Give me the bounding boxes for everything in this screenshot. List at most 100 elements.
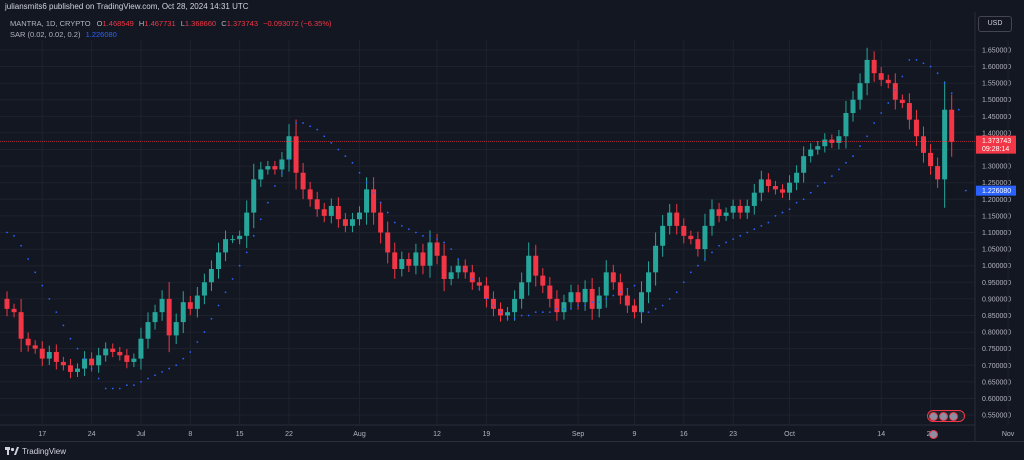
candle-body (279, 159, 285, 170)
sar-dot (767, 221, 770, 224)
candle-body (293, 136, 299, 173)
sar-dot (563, 307, 565, 310)
tradingview-logo[interactable]: TradingView (5, 447, 66, 456)
candle-body (96, 355, 102, 366)
sar-dot (13, 234, 15, 237)
sar-dot (62, 324, 65, 327)
sar-dot (520, 314, 523, 317)
candle-body (448, 272, 454, 279)
sar-dot (97, 377, 100, 380)
price-chart[interactable]: 1.650000 1.600000 1.550000 1.500000 1.450000… (0, 0, 1024, 441)
sar-dot (429, 234, 431, 237)
candle-body (265, 166, 271, 170)
candle-body (653, 245, 659, 273)
sar-dot (203, 331, 206, 333)
y-tick-label: 1.250000 (982, 180, 1011, 187)
candle-body (173, 322, 179, 336)
candle-body (371, 189, 377, 213)
footer: TradingView (0, 441, 1024, 460)
candle-body (4, 298, 10, 309)
candle-body (617, 282, 623, 296)
sar-dot (908, 59, 911, 61)
sar-dot (838, 168, 840, 171)
candle-body (434, 242, 440, 256)
y-tick-label: 0.950000 (982, 280, 1011, 287)
candle-body (131, 358, 137, 362)
sar-label[interactable]: SAR (0.02, 0.02, 0.2) (10, 30, 81, 39)
symbol-name[interactable]: MANTRA, 1D, CRYPTO (10, 19, 91, 28)
candle-body (624, 295, 630, 306)
candle-body (335, 205, 341, 220)
sar-dot (591, 301, 594, 304)
sar-dot (224, 291, 227, 294)
candle-body (82, 358, 88, 369)
candle-body (878, 73, 884, 80)
candle-body (75, 368, 80, 372)
sar-dot (640, 311, 643, 314)
sar-dot (118, 387, 121, 390)
sar-dot (689, 271, 692, 274)
sar-dot (358, 171, 361, 174)
sar-dot (922, 62, 925, 65)
candle-body (864, 59, 870, 84)
calendar-event-icon[interactable] (939, 411, 948, 421)
y-tick-label: 1.300000 (982, 164, 1011, 171)
candle-body (420, 252, 426, 266)
sar-dot (506, 317, 509, 320)
sar-dot (111, 387, 114, 390)
sar-price-badge (976, 185, 1016, 196)
candle-body (857, 83, 863, 100)
sar-dot (781, 211, 784, 214)
candle-body (138, 338, 144, 359)
sar-dot (725, 241, 727, 244)
calendar-event-icon[interactable] (929, 411, 938, 421)
sar-dot (513, 317, 516, 320)
events-badge[interactable] (927, 410, 965, 439)
sar-dot (386, 211, 389, 214)
y-tick-label: 0.750000 (982, 346, 1011, 353)
bar-countdown-label: 09:28:14 (982, 146, 1009, 153)
sar-dot (859, 145, 861, 148)
candle-body (730, 205, 736, 213)
candle-body (561, 302, 567, 313)
x-tick-label: Sep (572, 431, 585, 438)
sar-dot (34, 271, 37, 274)
sar-dot (675, 291, 678, 294)
sar-dot (407, 228, 410, 231)
sar-dot (541, 311, 544, 314)
sar-dot (570, 307, 572, 310)
candle-body (124, 355, 130, 362)
candle-body (159, 298, 165, 313)
candle-body (610, 272, 616, 283)
sar-dot (457, 258, 460, 260)
calendar-event-icon[interactable] (929, 429, 938, 439)
sar-dot (309, 125, 312, 128)
candle-body (385, 232, 391, 253)
candle-body (787, 182, 793, 193)
candle-body (836, 136, 842, 143)
calendar-event-icon[interactable] (949, 411, 958, 421)
x-tick-label: 14 (877, 431, 885, 438)
candle-body (25, 338, 31, 346)
candle-body (906, 103, 912, 120)
candle-body (321, 209, 327, 216)
candle-body (32, 345, 38, 349)
sar-dot (217, 304, 220, 307)
sar-dot (231, 278, 234, 280)
candle-body (18, 312, 24, 339)
x-tick-label: 8 (188, 431, 192, 438)
sar-dot (48, 297, 51, 300)
candle-body (314, 199, 320, 210)
sar-dot (548, 311, 551, 314)
candle-body (349, 219, 355, 226)
candle-body (554, 298, 560, 313)
currency-button[interactable]: USD (978, 16, 1012, 32)
sar-dot (323, 135, 326, 138)
sar-dot (6, 231, 8, 234)
sar-dot (964, 189, 967, 192)
y-tick-label: 1.550000 (982, 81, 1011, 88)
candle-body (483, 285, 489, 299)
candle-body (928, 152, 934, 167)
candle-body (53, 351, 59, 362)
sar-dot (104, 387, 107, 390)
